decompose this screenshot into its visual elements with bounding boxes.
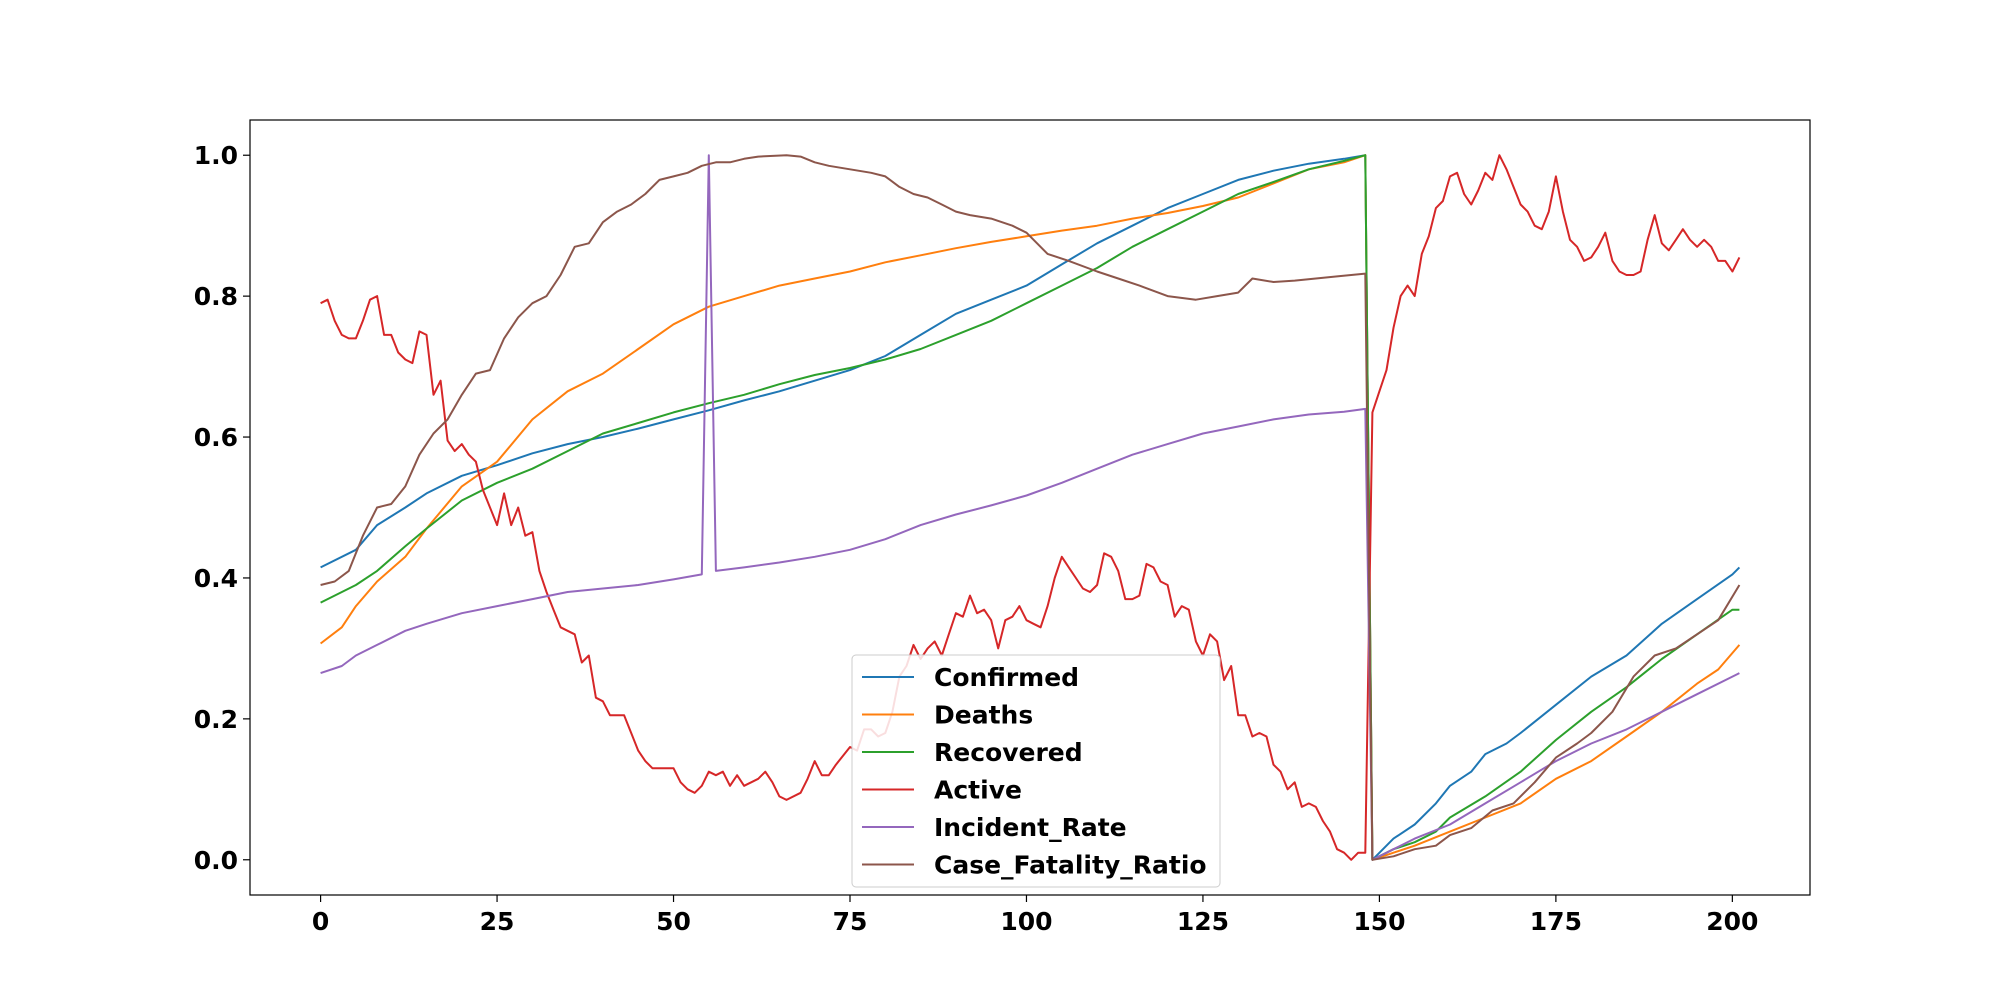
y-tick-label: 0.4 xyxy=(194,564,238,593)
x-tick-label: 0 xyxy=(312,907,329,936)
series-line-incident-rate xyxy=(320,154,1740,861)
series-line-case-fatality-ratio xyxy=(320,154,1741,861)
series-line-recovered xyxy=(320,154,1740,861)
legend-label: Recovered xyxy=(934,738,1083,767)
y-tick-label: 0.6 xyxy=(194,423,238,452)
x-tick-label: 175 xyxy=(1530,907,1582,936)
y-tick-label: 0.0 xyxy=(194,846,238,875)
x-tick-label: 75 xyxy=(833,907,868,936)
x-tick-label: 150 xyxy=(1353,907,1405,936)
x-tick-label: 125 xyxy=(1177,907,1229,936)
legend-label: Active xyxy=(934,776,1022,805)
legend-label: Confirmed xyxy=(934,663,1079,692)
legend-box xyxy=(851,654,1221,888)
y-axis: 0.0 0.2 0.4 0.6 0.8 1.0 xyxy=(194,141,250,875)
y-tick-label: 1.0 xyxy=(194,141,238,170)
y-tick-label: 0.8 xyxy=(194,282,238,311)
series-line-active xyxy=(320,154,1741,861)
series-lines xyxy=(319,154,1741,861)
legend-label: Case_Fatality_Ratio xyxy=(934,851,1207,880)
x-tick-label: 100 xyxy=(1000,907,1052,936)
y-tick-label: 0.2 xyxy=(194,705,238,734)
legend-label: Deaths xyxy=(934,701,1033,730)
x-tick-label: 50 xyxy=(656,907,691,936)
x-axis: 0 25 50 75 100 125 150 175 200 xyxy=(312,895,1758,936)
x-tick-label: 25 xyxy=(480,907,515,936)
legend: Confirmed Deaths Recovered Active Incident_R… xyxy=(851,654,1221,888)
x-tick-label: 200 xyxy=(1706,907,1758,936)
series-line-confirmed xyxy=(320,154,1741,861)
legend-label: Incident_Rate xyxy=(934,813,1127,842)
series-line-deaths xyxy=(319,154,1741,861)
